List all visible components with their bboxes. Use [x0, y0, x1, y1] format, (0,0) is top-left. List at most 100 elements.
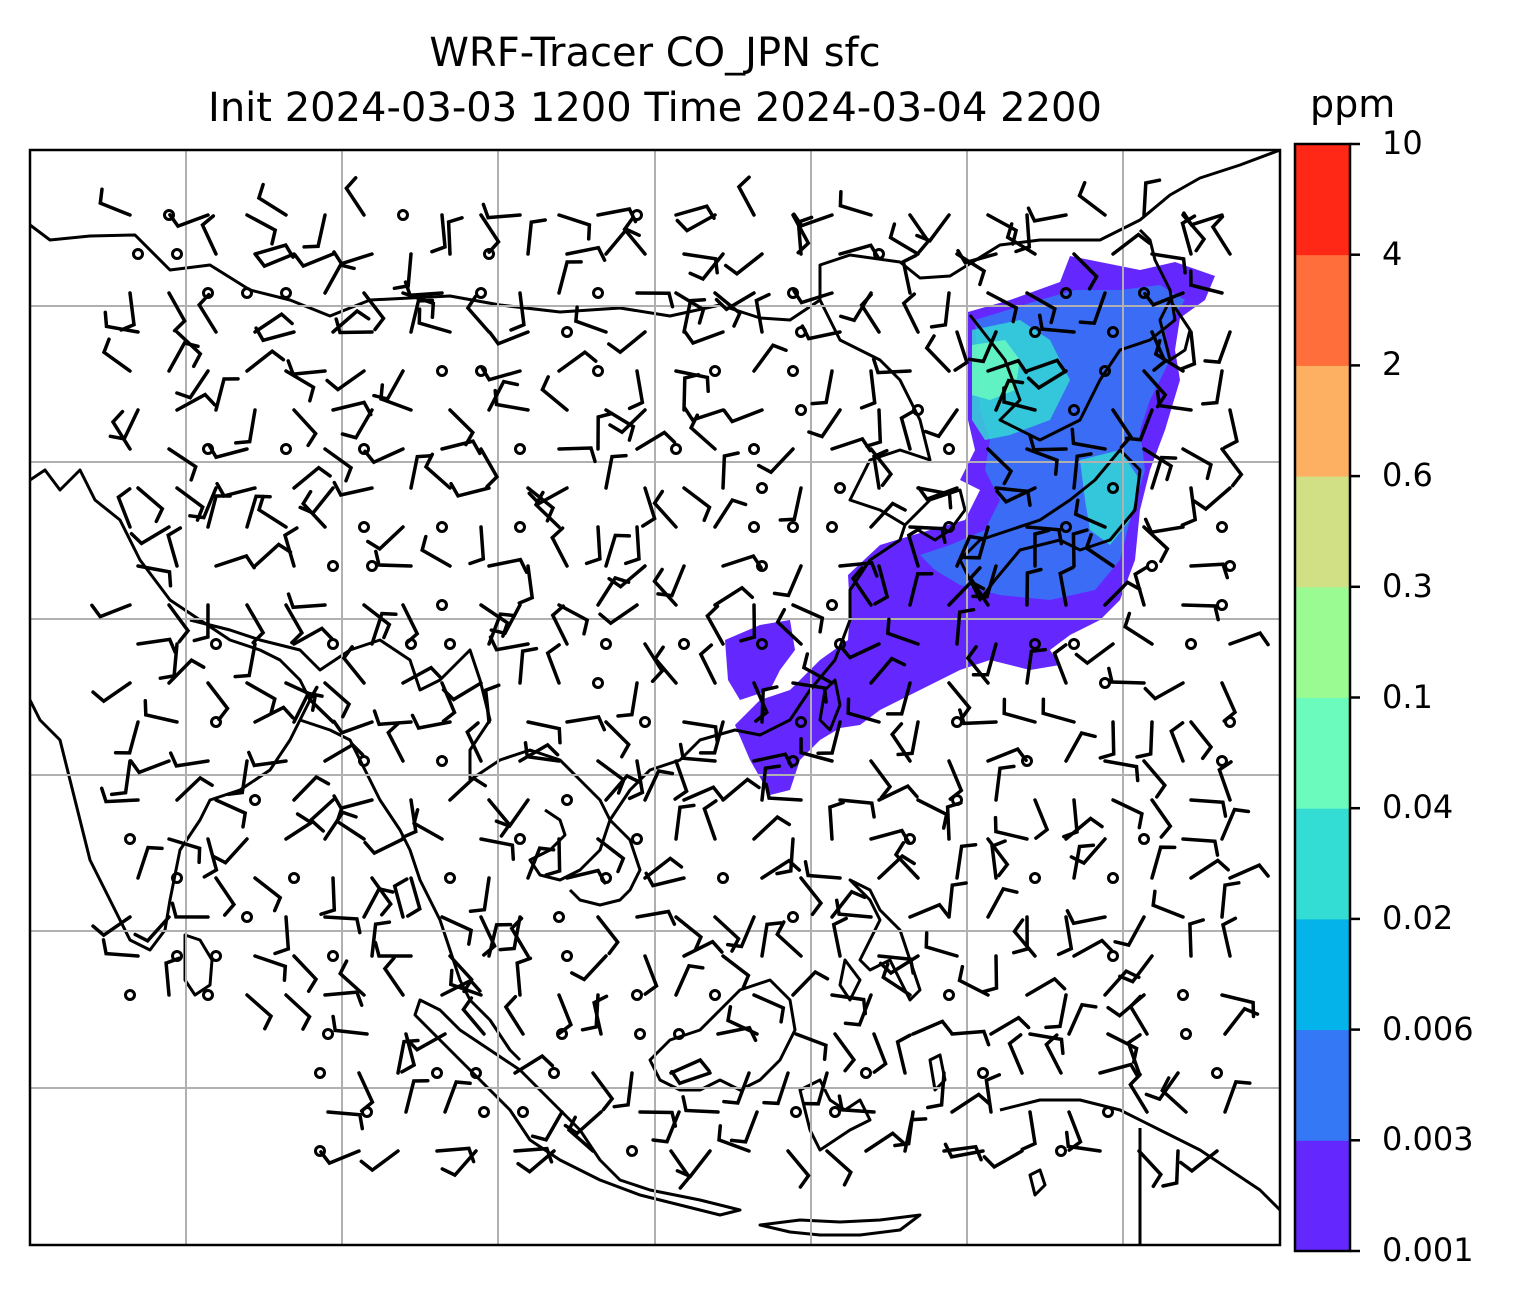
wind-barb [557, 993, 574, 1035]
wind-barb [994, 764, 1016, 802]
wind-barb [1188, 918, 1205, 958]
wind-barb [986, 837, 1010, 878]
wind-barb [253, 542, 293, 568]
wind-barb [635, 430, 677, 451]
wind-barb [405, 1032, 447, 1052]
colorbar-tick-label: 0.02 [1382, 898, 1454, 937]
wind-barb [167, 658, 206, 685]
wind-barb [791, 969, 830, 997]
wind-barb [344, 176, 366, 217]
wind-barb-calm [756, 482, 768, 494]
wind-barb [292, 691, 324, 724]
wind-barb [1161, 1149, 1180, 1188]
wind-barb [488, 635, 530, 652]
wind-barb [881, 962, 912, 997]
wind-barb [273, 915, 291, 956]
wind-barb-calm [709, 989, 721, 1001]
wind-barb [513, 1053, 555, 1075]
wind-barb [468, 525, 486, 566]
wind-barb [584, 525, 602, 566]
wind-barb [557, 349, 598, 373]
wind-barb [1020, 1110, 1037, 1152]
wind-barb [794, 1032, 828, 1061]
wind-barb-calm [787, 521, 799, 533]
wind-barb-calm [717, 872, 729, 884]
wind-barb-calm [553, 911, 565, 923]
wind-barb [1178, 1149, 1219, 1174]
wind-barb [1144, 1071, 1180, 1102]
colorbar-tick-label: 0.6 [1382, 456, 1433, 495]
wind-barb-calm [1029, 872, 1041, 884]
wind-barb [136, 845, 164, 880]
wind-barb [592, 994, 609, 1036]
wind-barb [359, 1149, 400, 1173]
wind-barb [688, 252, 725, 282]
wind-barb [1228, 630, 1270, 647]
wind-barb [923, 408, 959, 439]
wind-barb [643, 769, 675, 802]
wind-barb [323, 742, 365, 763]
wind-barb [1160, 1076, 1188, 1114]
wind-barb [286, 592, 327, 610]
wind-barb-calm [436, 599, 448, 611]
wind-barb [1098, 720, 1116, 760]
wind-barb [796, 215, 814, 256]
wind-barb [816, 720, 842, 755]
colorbar-segment [1295, 808, 1350, 920]
wind-barb-calm [1177, 989, 1189, 1001]
map-frame [28, 148, 1282, 1247]
wind-barb [253, 243, 295, 259]
wind-barb [401, 665, 443, 685]
wind-barb [906, 526, 923, 568]
wind-barb [487, 379, 520, 412]
wind-barb-calm [210, 716, 222, 728]
coast-korea [903, 488, 967, 542]
wind-barb [627, 759, 645, 801]
wind-barb [1189, 798, 1228, 818]
wind-barb-calm [1021, 755, 1033, 767]
wind-barb [254, 326, 296, 343]
wind-barb [791, 681, 828, 704]
wind-barb [509, 916, 530, 958]
wind-barb [651, 1110, 681, 1144]
wind-barb [1058, 565, 1075, 607]
coast-newguinea [999, 1098, 1280, 1245]
wind-barb [1143, 517, 1185, 535]
wind-barb [570, 954, 608, 982]
wind-barb [1070, 427, 1107, 451]
wind-barb [487, 612, 517, 646]
tracer-plume-west [725, 620, 795, 700]
wind-barb [859, 292, 881, 334]
wind-barb-calm [834, 482, 846, 494]
wind-barb [99, 786, 140, 804]
wind-barb [214, 798, 248, 829]
wind-barb [292, 774, 331, 802]
wind-barb [762, 1071, 790, 1106]
wind-barb [550, 526, 569, 568]
wind-barb [869, 759, 893, 800]
wind-barb [479, 915, 497, 957]
wind-barb [334, 317, 374, 335]
wind-barb [683, 329, 725, 346]
wind-barb [1220, 916, 1238, 958]
wind-barb [838, 189, 873, 217]
wind-barb-calm [1068, 638, 1080, 650]
wind-barb [136, 564, 173, 588]
wind-barb [401, 603, 420, 645]
wind-barb [116, 487, 132, 529]
wind-barb [323, 681, 352, 719]
wind-barb [986, 358, 1028, 375]
wind-barb [674, 369, 710, 394]
wind-barb-calm [1029, 326, 1041, 338]
wind-barb [1107, 666, 1146, 685]
wind-barb [403, 280, 444, 298]
wind-barb-calm [171, 872, 183, 884]
wind-barb [942, 1144, 983, 1162]
wind-barb [1128, 994, 1149, 1036]
wind-barb [372, 369, 405, 402]
wind-barb [1071, 528, 1089, 568]
wind-barb [175, 775, 214, 802]
wind-barb [526, 846, 556, 880]
wind-barb [596, 411, 614, 451]
